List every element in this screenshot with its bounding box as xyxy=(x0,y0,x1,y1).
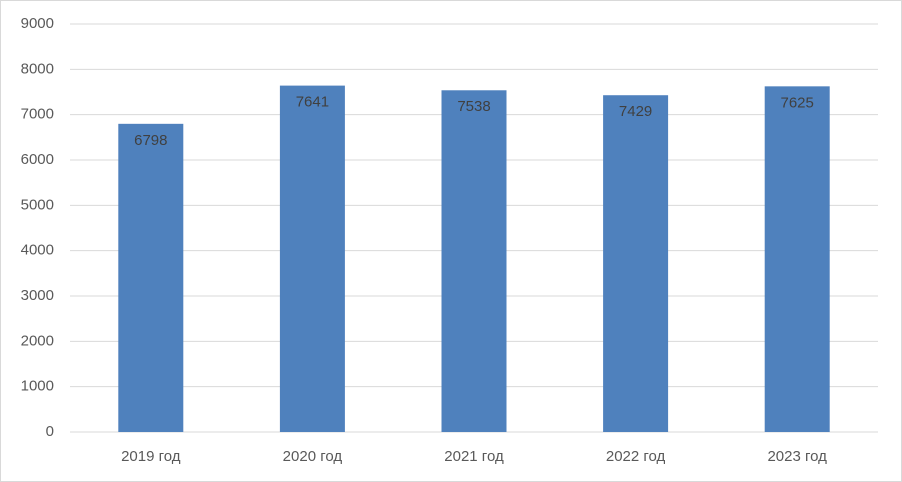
value-label: 7429 xyxy=(619,103,652,120)
bar xyxy=(603,95,669,433)
bar xyxy=(279,85,345,432)
bar xyxy=(118,123,184,432)
y-tick-label: 7000 xyxy=(21,106,54,123)
bar xyxy=(441,90,507,432)
y-tick-label: 5000 xyxy=(21,196,54,213)
x-tick-label: 2020 год xyxy=(283,448,343,465)
y-tick-label: 6000 xyxy=(21,151,54,168)
y-tick-label: 2000 xyxy=(21,332,54,349)
y-tick-label: 9000 xyxy=(21,15,54,32)
x-tick-label: 2021 год xyxy=(444,448,504,465)
y-tick-label: 4000 xyxy=(21,242,54,259)
y-tick-label: 1000 xyxy=(21,378,54,395)
y-tick-label: 0 xyxy=(46,423,54,440)
x-tick-label: 2023 год xyxy=(767,448,827,465)
x-tick-label: 2022 год xyxy=(606,448,666,465)
x-tick-label: 2019 год xyxy=(121,448,181,465)
value-label: 6798 xyxy=(134,132,167,149)
y-tick-label: 8000 xyxy=(21,60,54,77)
value-label: 7641 xyxy=(296,94,329,111)
value-label: 7538 xyxy=(457,98,490,115)
value-label: 7625 xyxy=(781,94,814,111)
y-tick-label: 3000 xyxy=(21,287,54,304)
bar xyxy=(764,86,830,432)
